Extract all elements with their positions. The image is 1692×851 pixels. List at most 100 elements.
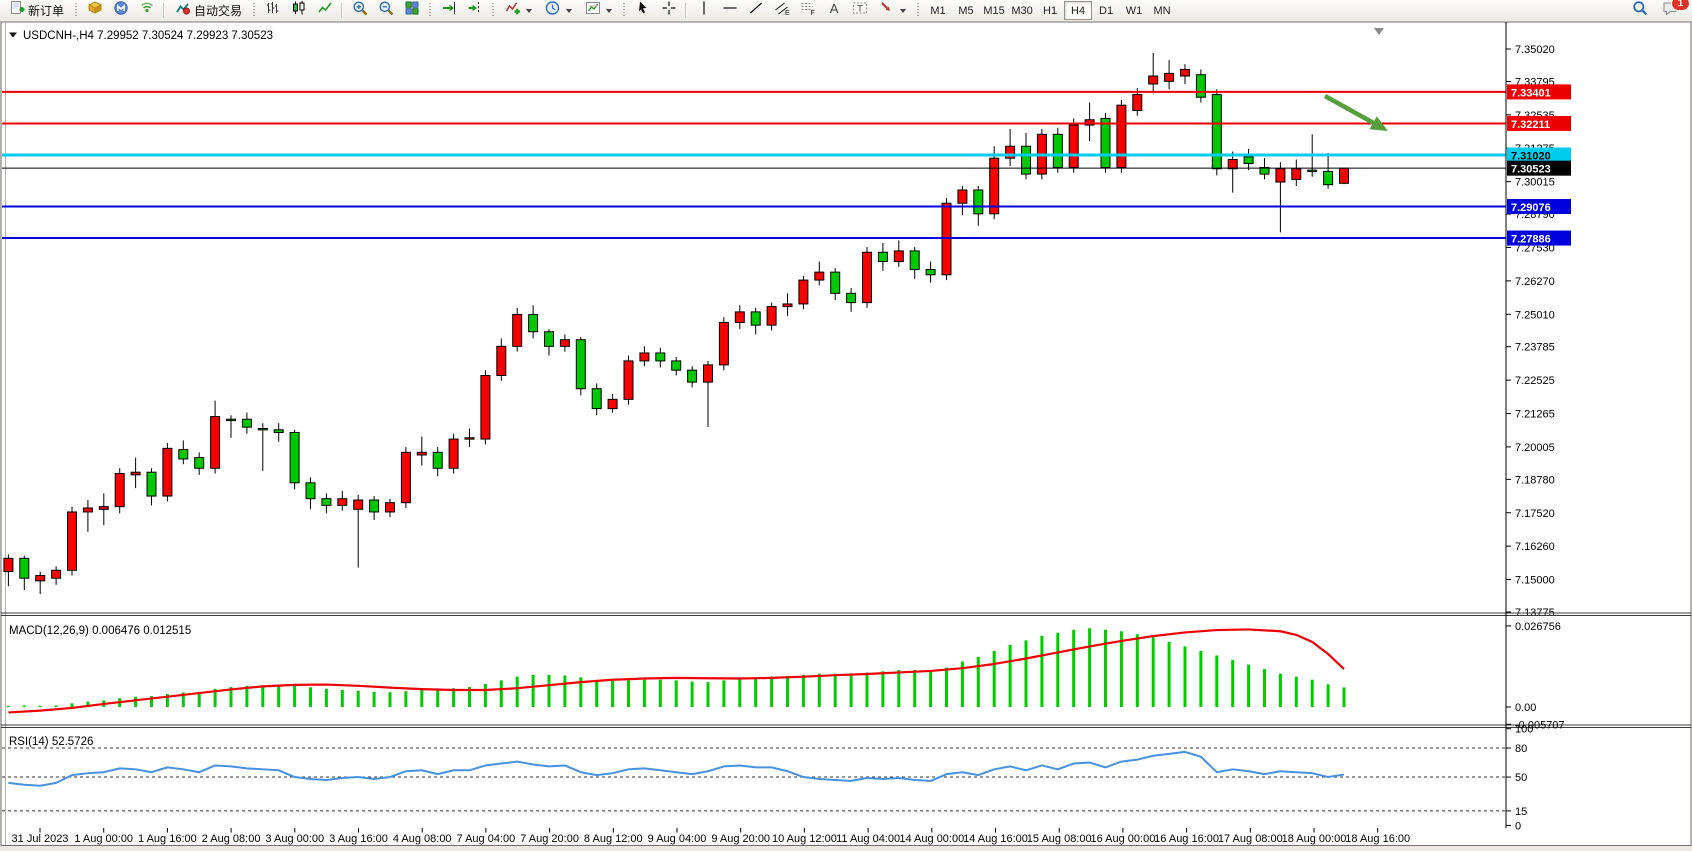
candle-bull — [1339, 167, 1349, 184]
chart-shift-button[interactable] — [462, 0, 487, 21]
level-line-cyan-badge — [1507, 147, 1571, 163]
chart-bars-icon — [265, 0, 281, 21]
candle-bear — [655, 352, 666, 362]
notification-badge: 1 — [1671, 0, 1690, 11]
cursor-button[interactable] — [630, 0, 655, 21]
fibonacci-button[interactable]: F — [795, 0, 820, 21]
chart-bars-button[interactable] — [260, 0, 285, 21]
candle-bull — [1132, 94, 1143, 111]
support-line-1-badge-label: 7.29076 — [1511, 202, 1551, 214]
time-tick-label: 2 Aug 08:00 — [202, 833, 261, 845]
candle-bull — [798, 279, 809, 305]
candle-bull — [623, 360, 634, 400]
search-button[interactable] — [1627, 0, 1652, 21]
market-watch-button[interactable] — [82, 0, 107, 21]
chart-area[interactable]: 7.350207.337957.325357.312757.300157.287… — [0, 21, 1692, 851]
macd-label: MACD(12,26,9) 0.006476 0.012515 — [9, 625, 191, 637]
time-tick-label: 18 Aug 00:00 — [1282, 833, 1347, 845]
chart-menu-icon[interactable] — [9, 32, 17, 38]
text-button[interactable]: A — [821, 0, 846, 21]
candle-bull — [210, 416, 221, 469]
support-line-2-badge-label: 7.27886 — [1511, 234, 1551, 246]
candle-bull — [559, 339, 570, 347]
auto-scroll-button[interactable] — [436, 0, 461, 21]
arrows-icon — [879, 0, 895, 21]
svg-text:T: T — [857, 4, 863, 14]
tile-windows-button[interactable] — [399, 0, 424, 21]
trendline-button[interactable] — [743, 0, 768, 21]
candle-bear — [305, 482, 316, 500]
price-tick-label: 7.23785 — [1515, 342, 1555, 354]
new-order-label: 新订单 — [28, 4, 65, 18]
candle-bear — [1021, 145, 1031, 175]
timeframe-button-M1[interactable]: M1 — [930, 4, 946, 17]
resistance-line-2-badge-label: 7.32211 — [1511, 119, 1550, 131]
timeframe-button-MN[interactable]: MN — [1153, 4, 1171, 17]
signals-button[interactable] — [134, 0, 159, 21]
indicators-icon — [505, 0, 521, 21]
mql5-community-button[interactable] — [108, 0, 133, 21]
chart-candles-button[interactable] — [286, 0, 311, 21]
time-tick-label: 15 Aug 08:00 — [1027, 833, 1092, 845]
zoom-out-button[interactable] — [373, 0, 398, 21]
price-tick-label: 7.20005 — [1515, 442, 1555, 454]
time-tick-label: 3 Aug 00:00 — [265, 833, 324, 845]
timeframe-button-M30[interactable]: M30 — [1011, 4, 1033, 17]
horizontal-line-icon — [722, 0, 738, 21]
svg-text:A: A — [829, 1, 838, 16]
candle-bear — [544, 331, 554, 347]
bottom-strip — [0, 846, 1692, 851]
price-axis[interactable] — [1506, 22, 1692, 828]
crosshair-button[interactable] — [656, 0, 681, 21]
candle-bull — [385, 502, 395, 513]
candle-bear — [178, 449, 189, 460]
macd-tick-label: -0.005707 — [1515, 719, 1565, 731]
candle-bear — [687, 369, 698, 383]
candle-bull — [1180, 68, 1190, 77]
time-tick-label: 11 Aug 04:00 — [836, 833, 900, 845]
candle-bear — [909, 250, 920, 270]
auto-scroll-icon — [441, 0, 457, 21]
candle-bear — [528, 314, 539, 333]
equidistant-channel-button[interactable]: E — [769, 0, 794, 21]
zoom-in-button[interactable] — [347, 0, 372, 21]
candle-bear — [273, 429, 284, 433]
timeframe-button-H4[interactable]: H4 — [1064, 1, 1093, 20]
templates-button[interactable] — [579, 0, 618, 21]
candle-bull — [989, 157, 1000, 215]
candle-bear — [1100, 117, 1111, 168]
toolbar-right-tools: 1 — [1627, 0, 1690, 21]
notifications-button[interactable]: 1 — [1658, 0, 1690, 21]
chevron-down-icon — [526, 8, 533, 13]
timeframe-button-D1[interactable]: D1 — [1099, 4, 1114, 17]
arrow-annotation[interactable] — [1323, 94, 1375, 125]
candle-bear — [19, 557, 30, 579]
toolbar-separator — [341, 3, 344, 18]
toolbar-grip — [623, 3, 626, 18]
indicators-button[interactable] — [499, 0, 538, 21]
timeframe-button-H1[interactable]: H1 — [1043, 4, 1058, 17]
timeframe-button-M5[interactable]: M5 — [958, 4, 974, 17]
candle-bull — [639, 352, 650, 362]
time-axis[interactable] — [0, 828, 1506, 846]
main-toolbar: 新订单 自动交易 — [0, 0, 1692, 22]
time-tick-label: 4 Aug 08:00 — [393, 833, 452, 845]
horizontal-line-button[interactable] — [717, 0, 742, 21]
arrows-button[interactable] — [873, 0, 912, 21]
periods-button[interactable] — [539, 0, 578, 21]
zoom-in-icon — [352, 0, 368, 21]
candle-bull — [1116, 104, 1127, 168]
timeframe-button-W1[interactable]: W1 — [1125, 4, 1143, 17]
new-order-button[interactable]: 新订单 — [3, 0, 70, 21]
timeframe-button-M15[interactable]: M15 — [983, 4, 1005, 17]
autotrading-button[interactable]: 自动交易 — [169, 0, 248, 21]
timeframe-group: M1 M5 M15 M30 H1 H4 D1 W1 MN — [924, 1, 1176, 20]
text-label-button[interactable]: T — [847, 0, 872, 21]
arrow-annotation-head[interactable] — [1369, 116, 1388, 131]
time-tick-label: 16 Aug 00:00 — [1090, 833, 1155, 845]
text-label-icon: T — [852, 0, 868, 21]
vertical-line-button[interactable] — [691, 0, 716, 21]
chart-line-button[interactable] — [312, 0, 337, 21]
candle-bull — [1084, 119, 1095, 126]
